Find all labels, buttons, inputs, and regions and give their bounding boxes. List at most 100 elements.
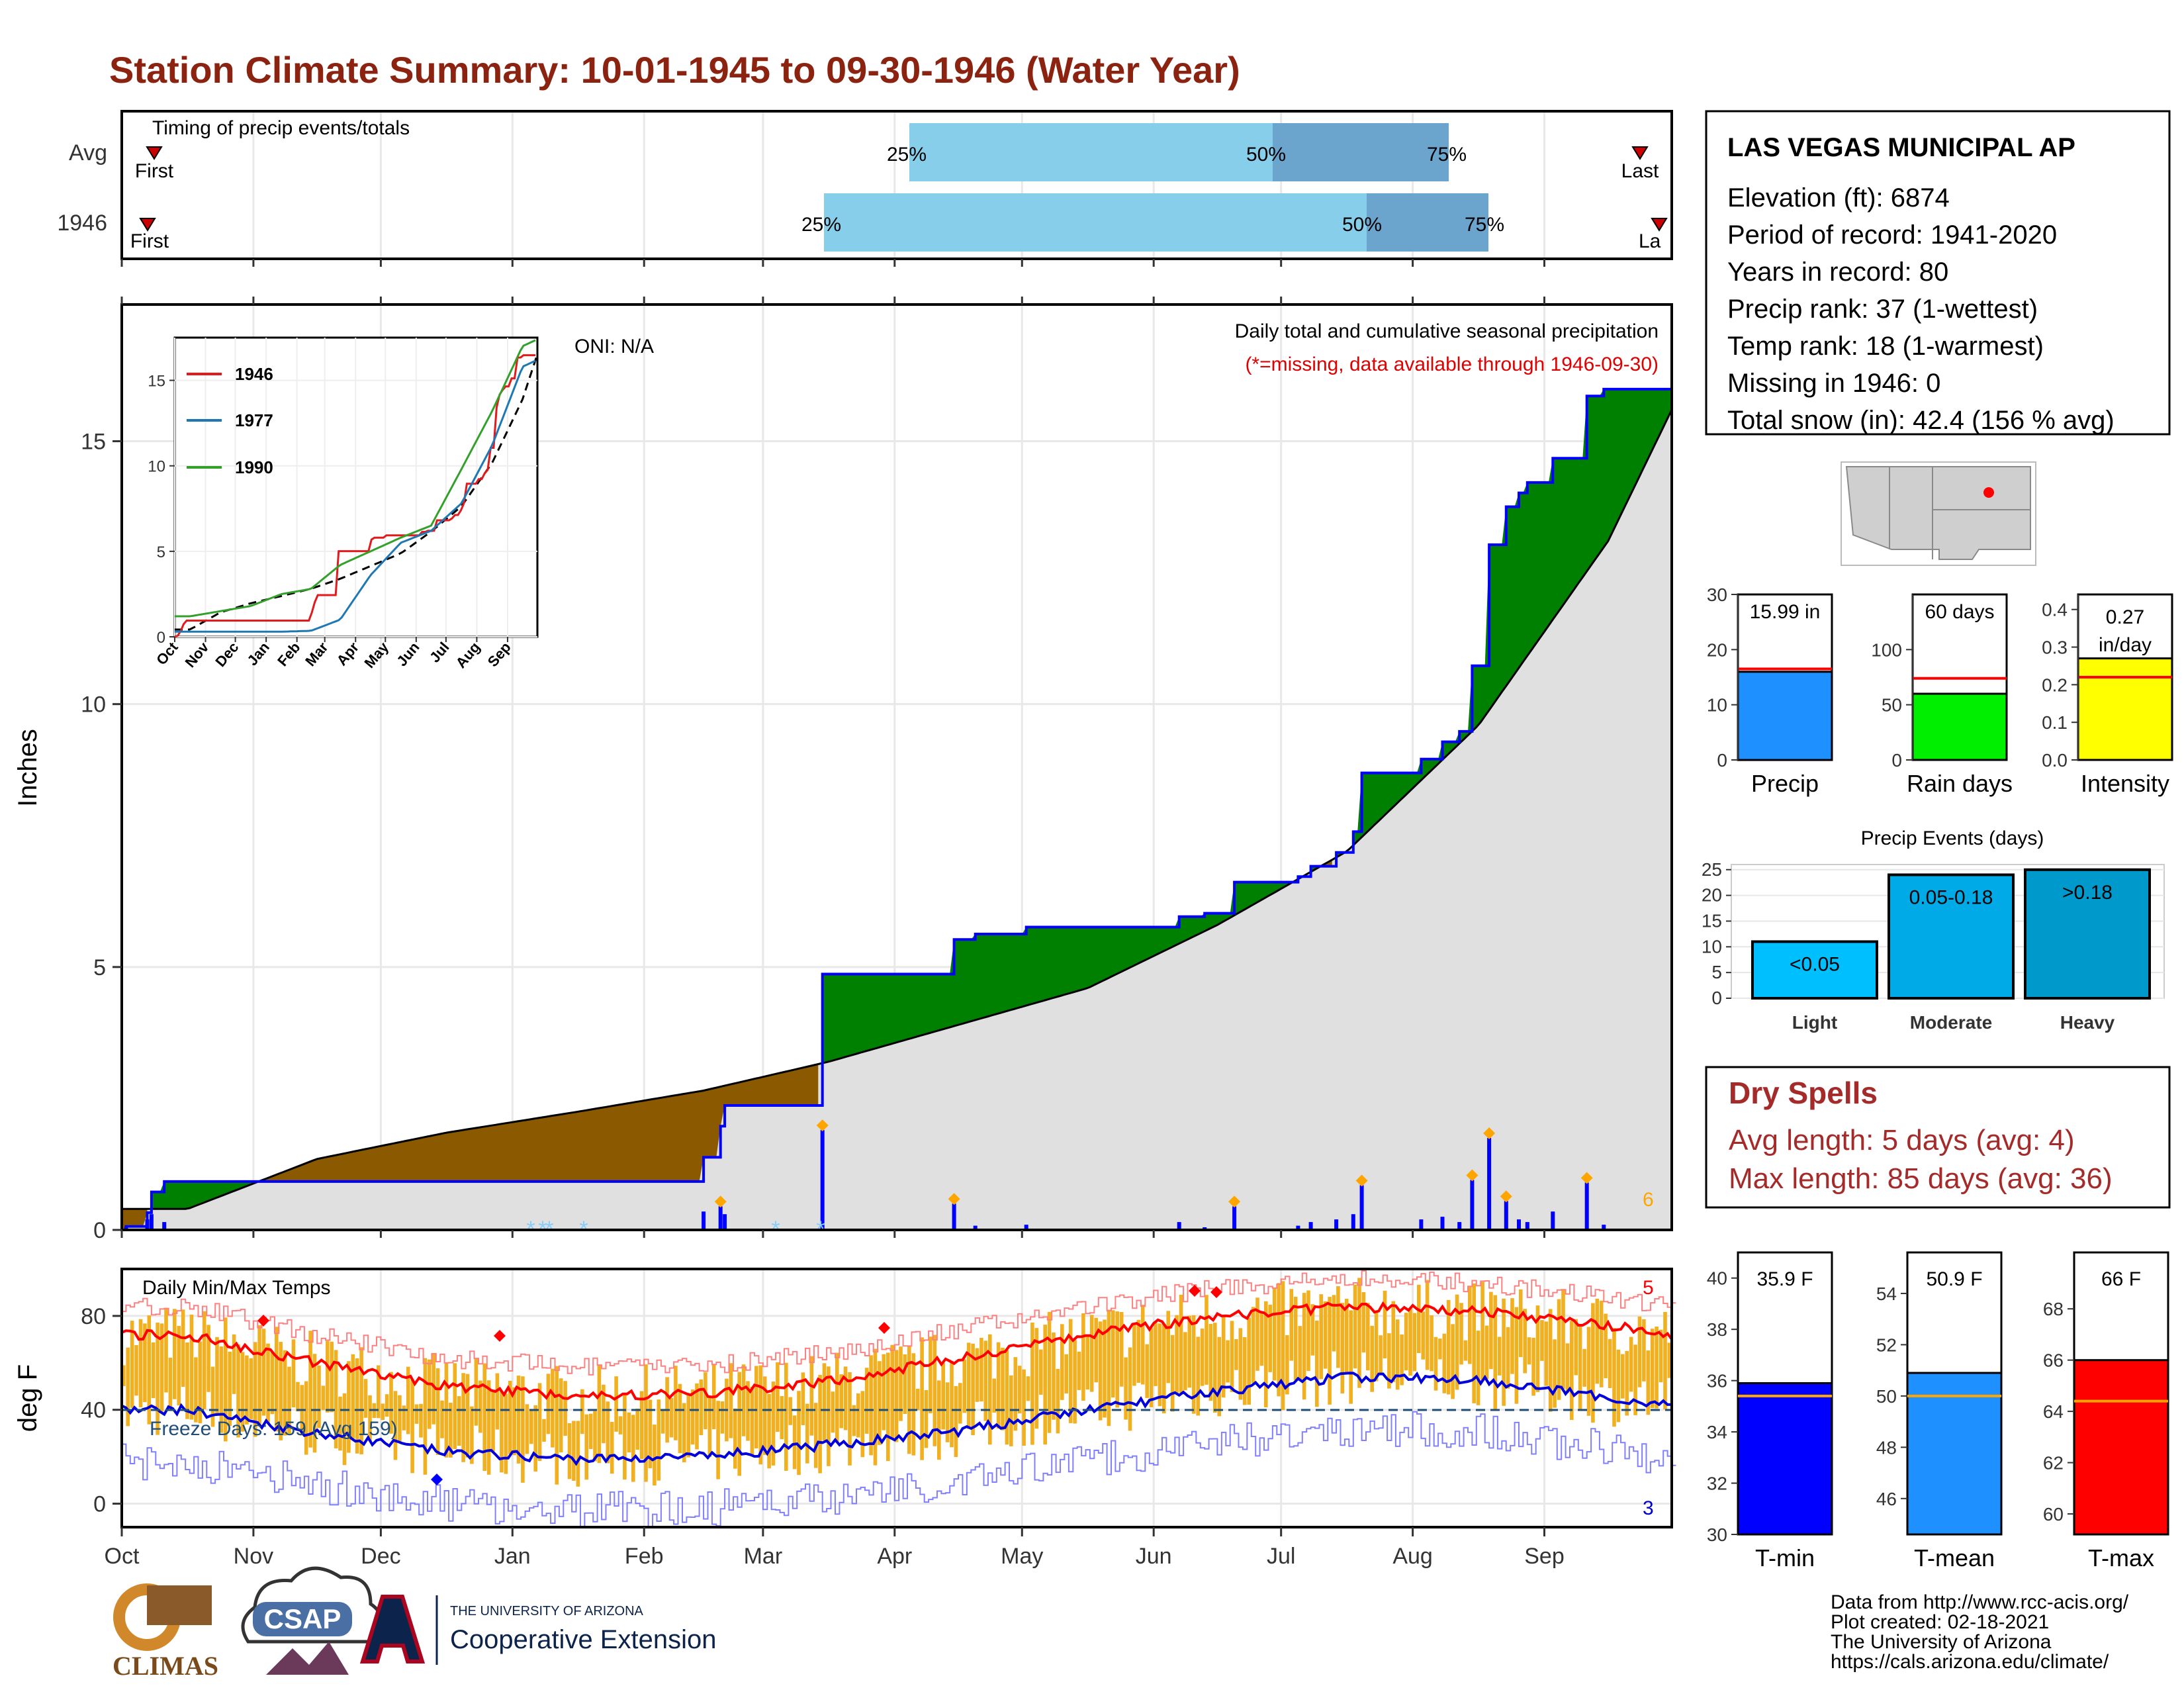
daily-temp-bar — [1166, 1311, 1170, 1383]
daily-temp-bar — [491, 1389, 495, 1452]
temp-summary-bar-label: T-mean — [1914, 1544, 1995, 1571]
last-marker-1946 — [1651, 218, 1668, 232]
max-count-label: 5 — [1643, 1277, 1654, 1299]
avg-p75-label: 75% — [1427, 144, 1467, 165]
footer-line-3: The University of Arizona — [1831, 1631, 2052, 1653]
daily-temp-bar — [886, 1352, 890, 1462]
climas-wordmark: CLIMAS — [113, 1651, 218, 1681]
daily-temp-bar — [177, 1326, 181, 1406]
daily-temp-bar — [669, 1397, 674, 1438]
daily-temp-bar — [317, 1365, 321, 1429]
events-ytick-label: 15 — [1702, 910, 1722, 931]
daily-temp-bar — [1277, 1283, 1281, 1397]
daily-precip-bar — [702, 1211, 706, 1230]
daily-temp-bar — [1268, 1304, 1272, 1372]
csap-mountains — [266, 1642, 349, 1675]
events-bar-label: >0.18 — [2062, 882, 2113, 904]
station-elevation: Elevation (ft): 6874 — [1727, 183, 1950, 212]
daily-temp-bar — [1527, 1337, 1531, 1365]
daily-temp-bar — [1259, 1313, 1264, 1366]
temp-summary-ytick-label: 38 — [1707, 1319, 1727, 1340]
daily-temp-bar — [606, 1401, 610, 1464]
daily-temp-bar — [860, 1391, 865, 1458]
daily-temp-bar — [1442, 1333, 1447, 1393]
inset-xtick-label: Feb — [274, 639, 303, 669]
temp-summary-ytick-label: 64 — [2043, 1401, 2064, 1422]
legend-label-1946: 1946 — [235, 364, 273, 384]
daily-temp-bar — [1098, 1321, 1103, 1421]
inset-ytick-label: 5 — [157, 543, 165, 561]
daily-temp-bar — [1017, 1366, 1022, 1414]
daily-temp-bar — [1319, 1294, 1323, 1380]
daily-precip-bar — [1359, 1185, 1364, 1230]
daily-temp-bar — [1183, 1332, 1187, 1391]
daily-temp-bar — [537, 1383, 542, 1461]
daily-temp-bar — [381, 1403, 385, 1421]
large-event-marker — [1466, 1169, 1479, 1182]
temp-ytick-label: 0 — [93, 1492, 106, 1517]
daily-temp-bar — [1595, 1298, 1600, 1384]
summary-bar-label: Rain days — [1907, 770, 2013, 797]
temp-yticks: 0 40 80 — [81, 1304, 122, 1517]
daily-precip-bar — [1551, 1211, 1555, 1230]
daily-temp-bar — [1459, 1303, 1463, 1365]
daily-temp-bar — [406, 1366, 410, 1434]
events-bar-light — [1751, 940, 1878, 1000]
daily-temp-bar — [1344, 1299, 1349, 1374]
daily-temp-bar — [210, 1366, 215, 1427]
daily-temp-bar — [368, 1395, 372, 1442]
daily-temp-bar — [695, 1383, 699, 1450]
daily-temp-bar — [555, 1366, 559, 1485]
daily-temp-bar — [813, 1403, 818, 1468]
daily-precip-bar — [1296, 1225, 1300, 1230]
daily-temp-bar — [1391, 1301, 1396, 1382]
month-label: Sep — [1524, 1544, 1565, 1569]
daily-temp-bar — [232, 1334, 236, 1394]
events-bar-label: <0.05 — [1790, 954, 1840, 976]
inset-xtick-label: Nov — [182, 639, 212, 671]
daily-temp-bar — [1433, 1336, 1438, 1391]
daily-temp-bar — [1387, 1333, 1391, 1389]
temp-bar-value — [1906, 1372, 2003, 1536]
inset-xtick-label: Jan — [244, 639, 273, 669]
inset-xtick-label: Mar — [302, 639, 332, 669]
daily-precip-bar — [1487, 1138, 1492, 1230]
month-label: Aug — [1392, 1544, 1433, 1569]
daily-temp-bar — [1523, 1309, 1527, 1374]
daily-temp-bar — [720, 1401, 725, 1434]
1946-p50-label: 50% — [1342, 214, 1382, 236]
summary-bar-label: Intensity — [2081, 770, 2169, 797]
daily-temp-bar — [648, 1399, 653, 1468]
daily-temp-bar — [261, 1329, 266, 1416]
inset-ytick-label: 10 — [148, 458, 165, 476]
large-event-marker — [1500, 1190, 1512, 1203]
daily-temp-bar — [1637, 1316, 1642, 1387]
summary-chart-intensity: 0.0 0.1 0.2 0.3 0.4 0.27 in/day Intensity — [2042, 593, 2173, 797]
precip-yticks: 0 5 10 15 — [81, 430, 122, 1243]
daily-temp-bar — [419, 1403, 423, 1438]
summary-ytick-label: 0 — [1891, 750, 1902, 771]
summary-ytick-label: 100 — [1871, 639, 1902, 660]
station-info-frame — [1705, 110, 2171, 436]
month-axis: Oct Nov Dec Jan Feb Mar Apr May Jun Jul Aug Sep — [105, 259, 1565, 1569]
events-category-label: Heavy — [2060, 1012, 2115, 1033]
daily-temp-bar — [359, 1347, 363, 1454]
daily-temp-bar — [1425, 1280, 1430, 1370]
daily-temp-bar — [1395, 1319, 1400, 1390]
daily-temp-bar — [1332, 1295, 1336, 1352]
daily-temp-bar — [690, 1389, 695, 1445]
temp-summary-ytick-label: 34 — [1707, 1422, 1727, 1442]
temp-summary-ytick-label: 36 — [1707, 1371, 1727, 1391]
daily-precip-bar — [149, 1214, 154, 1230]
daily-precip-bar — [973, 1225, 978, 1230]
daily-temp-bar — [249, 1358, 253, 1419]
large-event-marker — [948, 1193, 960, 1205]
daily-temp-bar — [1353, 1284, 1357, 1369]
daily-temp-bar — [593, 1411, 597, 1462]
month-label: Nov — [234, 1544, 273, 1569]
daily-temp-bar — [1175, 1315, 1179, 1395]
temp-summary-ytick-label: 46 — [1876, 1489, 1897, 1509]
daily-temp-bar — [1599, 1300, 1604, 1387]
daily-temp-bar — [873, 1348, 878, 1466]
